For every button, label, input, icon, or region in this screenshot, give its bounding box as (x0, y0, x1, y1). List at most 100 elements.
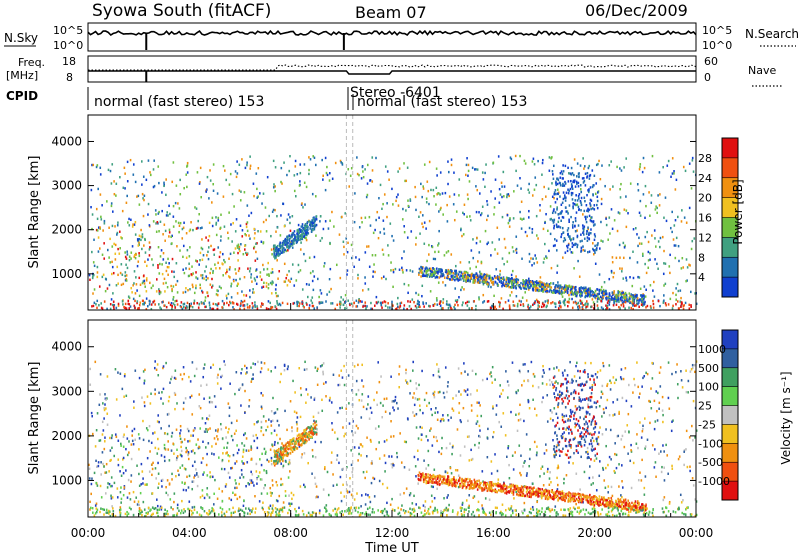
echo-cell (561, 226, 564, 230)
echo-cell (520, 454, 522, 457)
echo-cell (91, 415, 94, 418)
echo-cell (276, 300, 278, 303)
echo-cell (435, 167, 438, 170)
echo-cell (312, 304, 315, 308)
echo-cell (581, 302, 583, 305)
echo-cell (543, 452, 546, 455)
echo-cell (123, 485, 126, 488)
echo-cell (125, 447, 127, 451)
echo-cell (606, 301, 609, 304)
echo-cell (603, 292, 605, 295)
echo-cell (167, 273, 169, 276)
echo-cell (689, 465, 691, 468)
echo-cell (573, 179, 576, 182)
echo-cell (470, 404, 473, 407)
echo-cell (641, 252, 644, 256)
echo-cell (519, 210, 521, 214)
echo-cell (170, 302, 173, 305)
echo-cell (116, 224, 119, 227)
echo-cell (193, 291, 196, 295)
echo-cell (208, 414, 211, 417)
echo-cell (582, 177, 585, 180)
echo-cell (623, 208, 626, 211)
echo-cell (613, 219, 616, 222)
echo-cell (520, 227, 523, 230)
echo-cell (417, 293, 420, 296)
echo-cell (136, 301, 138, 305)
echo-cell (638, 276, 641, 279)
echo-cell (251, 280, 253, 283)
echo-cell (174, 306, 177, 309)
echo-cell (405, 487, 408, 490)
echo-cell (179, 424, 182, 428)
echo-cell (204, 446, 207, 449)
echo-cell (193, 505, 196, 509)
echo-cell (640, 300, 643, 303)
echo-cell (674, 256, 677, 260)
echo-cell (90, 188, 93, 192)
echo-cell (403, 250, 405, 253)
echo-cell (554, 201, 557, 204)
echo-cell (662, 272, 665, 276)
echo-cell (142, 299, 145, 303)
echo-cell (490, 460, 493, 463)
echo-cell (195, 472, 198, 475)
echo-cell (632, 228, 635, 231)
echo-cell (362, 305, 364, 308)
echo-cell (457, 367, 460, 370)
echo-cell (596, 199, 599, 203)
echo-cell (323, 467, 326, 471)
echo-cell (561, 201, 564, 204)
echo-cell (284, 243, 286, 246)
echo-cell (502, 282, 505, 285)
echo-cell (685, 448, 687, 451)
echo-cell (508, 219, 511, 222)
echo-cell (314, 366, 317, 369)
echo-cell (440, 418, 443, 421)
echo-cell (508, 279, 511, 282)
echo-cell (464, 273, 467, 277)
echo-cell (291, 234, 293, 237)
echo-cell (182, 226, 185, 229)
echo-cell (263, 486, 265, 490)
echo-cell (368, 496, 371, 499)
echo-cell (260, 278, 263, 281)
echo-cell (377, 361, 380, 364)
echo-cell (590, 483, 593, 486)
echo-cell (485, 280, 488, 283)
echo-cell (443, 497, 445, 500)
echo-cell (560, 286, 562, 289)
echo-cell (354, 431, 357, 434)
echo-cell (98, 304, 100, 307)
echo-cell (294, 165, 297, 168)
echo-cell (624, 297, 627, 301)
echo-cell (173, 391, 176, 395)
echo-cell (552, 244, 555, 248)
echo-cell (550, 302, 552, 305)
echo-cell (616, 165, 618, 169)
echo-cell (494, 197, 497, 200)
echo-cell (270, 459, 273, 462)
echo-cell (311, 472, 313, 475)
echo-cell (365, 307, 367, 310)
echo-cell (143, 382, 146, 385)
echo-cell (409, 269, 412, 272)
echo-cell (463, 288, 465, 291)
echo-cell (493, 206, 496, 209)
echo-cell (579, 488, 581, 491)
echo-cell (360, 216, 363, 220)
echo-cell (173, 303, 176, 307)
echo-cell (263, 447, 266, 451)
echo-cell (230, 421, 233, 425)
echo-cell (463, 362, 465, 365)
echo-cell (130, 286, 133, 290)
echo-cell (253, 277, 256, 280)
echo-cell (575, 288, 577, 292)
echo-cell (271, 306, 274, 309)
echo-cell (575, 211, 578, 214)
echo-cell (452, 444, 454, 448)
echo-cell (503, 185, 506, 188)
echo-cell (645, 271, 648, 275)
echo-cell (692, 439, 694, 442)
echo-cell (637, 478, 640, 482)
